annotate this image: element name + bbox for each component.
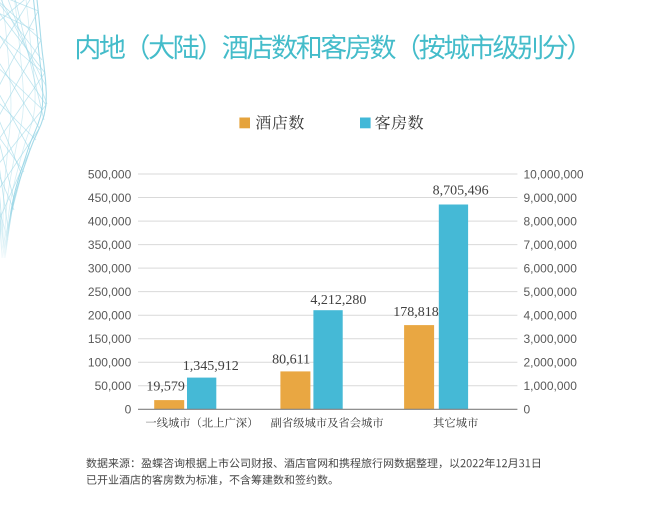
svg-text:150,000: 150,000	[88, 332, 132, 346]
svg-text:2,000,000: 2,000,000	[524, 356, 578, 370]
svg-text:350,000: 350,000	[88, 238, 132, 252]
svg-text:8,705,496: 8,705,496	[433, 184, 489, 199]
svg-text:7,000,000: 7,000,000	[524, 238, 578, 252]
svg-text:19,579: 19,579	[146, 379, 185, 394]
svg-text:200,000: 200,000	[88, 309, 132, 323]
svg-text:450,000: 450,000	[88, 191, 132, 205]
svg-text:10,000,000: 10,000,000	[524, 167, 584, 181]
svg-text:0: 0	[125, 403, 132, 417]
svg-text:1,000,000: 1,000,000	[524, 379, 578, 393]
svg-text:400,000: 400,000	[88, 214, 132, 228]
svg-text:250,000: 250,000	[88, 285, 132, 299]
svg-text:300,000: 300,000	[88, 261, 132, 275]
svg-text:100,000: 100,000	[88, 356, 132, 370]
svg-text:80,611: 80,611	[272, 353, 310, 368]
svg-text:178,818: 178,818	[393, 305, 439, 320]
svg-text:4,212,280: 4,212,280	[310, 293, 366, 308]
svg-text:3,000,000: 3,000,000	[524, 332, 578, 346]
svg-text:8,000,000: 8,000,000	[524, 214, 578, 228]
svg-text:5,000,000: 5,000,000	[524, 285, 578, 299]
svg-text:4,000,000: 4,000,000	[524, 309, 578, 323]
svg-text:0: 0	[524, 403, 531, 417]
svg-text:6,000,000: 6,000,000	[524, 261, 578, 275]
svg-text:500,000: 500,000	[88, 167, 132, 181]
svg-text:1,345,912: 1,345,912	[183, 359, 239, 374]
svg-text:9,000,000: 9,000,000	[524, 191, 578, 205]
svg-text:50,000: 50,000	[95, 379, 132, 393]
